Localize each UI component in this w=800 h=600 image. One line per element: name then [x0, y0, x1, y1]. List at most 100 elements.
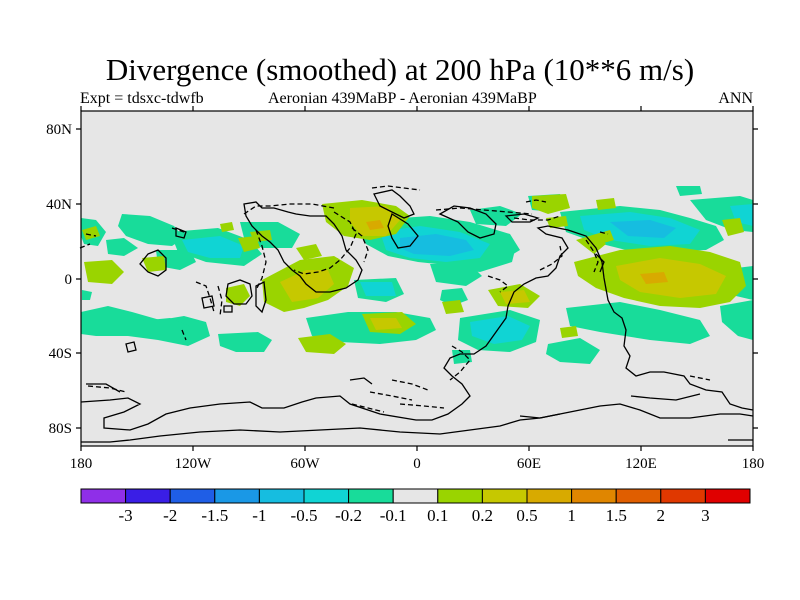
dashed-coastline: [181, 329, 187, 341]
contour-region: [218, 332, 272, 352]
contour-region: [82, 290, 92, 300]
strongest-positive-areas: [366, 220, 668, 284]
stronger-positive-areas: [280, 206, 726, 330]
lat-label-40s: 40S: [48, 346, 72, 362]
contour-region: [442, 300, 464, 314]
colorbar-swatch: [437, 488, 483, 504]
contour-region: [720, 300, 753, 340]
dashed-coastline: [293, 211, 357, 275]
strongest-negative-areas: [400, 220, 676, 256]
coastline-continent: [243, 201, 363, 293]
lat-label-eq: 0: [64, 272, 73, 288]
dashed-coastline: [85, 233, 97, 237]
contour-region: [566, 302, 710, 344]
colorbar-swatch: [392, 488, 439, 504]
colorbar-label: -2: [163, 506, 178, 525]
contour-region: [182, 236, 244, 258]
coastline-south: [81, 403, 754, 443]
contour-region: [296, 244, 322, 260]
contour-region: [366, 220, 384, 230]
coastline-continent: [125, 341, 137, 353]
colorbar-swatch: [526, 488, 573, 504]
lon-ticks-top: [80, 106, 754, 111]
dashed-coastline: [79, 243, 91, 249]
lon-label-120w: 120W: [174, 456, 212, 472]
contour-region: [596, 230, 614, 244]
coastline-continent: [373, 189, 415, 219]
coastline-continent: [223, 305, 233, 313]
dashed-coastline: [449, 345, 471, 381]
contour-region: [500, 290, 530, 304]
colorbar-label: 0.2: [471, 506, 494, 525]
lon-label-180w: 180: [69, 456, 93, 472]
contour-region: [616, 258, 726, 298]
lon-label-120e: 120E: [625, 456, 657, 472]
dashed-coastline: [171, 227, 185, 233]
contour-region: [546, 216, 568, 228]
contour-region: [118, 214, 184, 246]
contour-region: [84, 260, 124, 284]
contour-region: [106, 238, 138, 256]
contour-region: [298, 334, 346, 354]
dashed-coastline: [255, 229, 267, 291]
contour-region: [722, 218, 744, 236]
colorbar-label: -3: [118, 506, 133, 525]
colorbar-swatch: [125, 488, 171, 504]
coastline-main: [80, 225, 754, 431]
colorbar-swatch: [80, 488, 127, 504]
lat-label-80s: 80S: [48, 421, 72, 437]
dashed-coastline: [399, 403, 445, 409]
lon-label-60e: 60E: [516, 456, 542, 472]
contour-region: [640, 272, 668, 284]
coastline-continent: [139, 249, 167, 277]
lon-ticks: [80, 446, 754, 451]
dashed-coastline: [435, 207, 533, 215]
contour-region: [430, 264, 482, 286]
colorbar-label: 0.5: [516, 506, 538, 525]
contour-region: [470, 206, 522, 226]
lat-label-80n: 80N: [46, 122, 72, 138]
colorbar: [80, 488, 751, 504]
contour-region: [370, 318, 402, 330]
dashed-coastline: [539, 245, 563, 271]
contour-region: [250, 230, 272, 242]
colorbar-swatch: [214, 488, 260, 504]
coastline-island: [519, 413, 561, 419]
dashed-coastline: [87, 385, 127, 393]
colorbar-label: -0.1: [379, 506, 407, 525]
colorbar-swatch: [169, 488, 216, 504]
lon-label-180e: 180: [741, 456, 765, 472]
contour-region: [560, 326, 578, 338]
lat-label-40n: 40N: [46, 197, 72, 213]
contour-region: [142, 256, 166, 272]
lat-ticks-right: [753, 128, 758, 429]
map-frame: [76, 106, 758, 451]
colorbar-label: -0.5: [290, 506, 318, 525]
dashed-coastline: [217, 285, 223, 317]
dashed-coastline: [195, 281, 215, 313]
dashed-coastline: [351, 403, 385, 413]
colorbar-label: -0.2: [335, 506, 363, 525]
contour-region: [610, 220, 676, 238]
colorbar-swatch: [615, 488, 662, 504]
coastline-continent: [201, 295, 215, 309]
dashed-coastline: [487, 275, 510, 293]
coastline-island: [595, 253, 605, 273]
contour-region: [226, 284, 250, 306]
colorbar-label: -1: [252, 506, 267, 525]
period-label: Aeronian 439MaBP - Aeronian 439MaBP: [268, 90, 537, 107]
dashed-coastline: [243, 203, 335, 215]
coastline-continent: [175, 227, 187, 239]
lon-label-60w: 60W: [290, 456, 320, 472]
dashed-coastline: [351, 227, 369, 263]
colorbar-swatch: [660, 488, 706, 504]
contour-region: [360, 282, 396, 296]
coastline-continent: [387, 213, 419, 249]
contour-region: [470, 316, 530, 344]
colorbar-label: 1: [567, 506, 576, 525]
lat-ticks: [76, 128, 81, 429]
contour-region: [128, 318, 190, 336]
dashed-coastline: [371, 185, 421, 191]
contour-region: [676, 186, 702, 196]
